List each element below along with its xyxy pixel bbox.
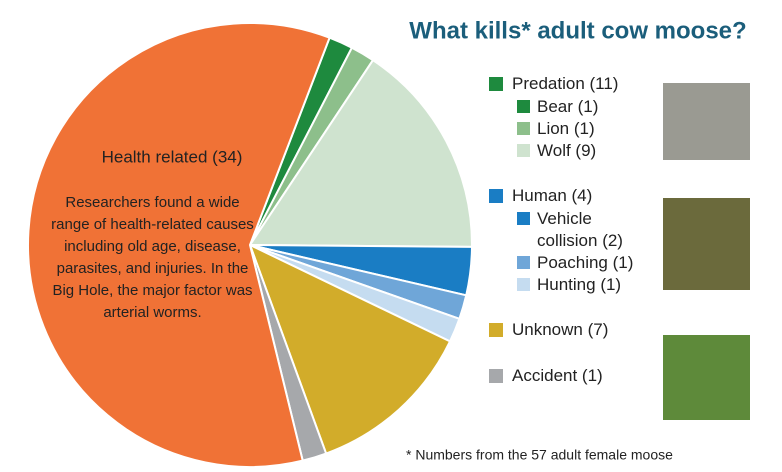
legend-item: Accident (1) bbox=[489, 364, 649, 388]
legend-group: Human (4)Vehicle collision (2)Poaching (… bbox=[489, 184, 649, 296]
legend-subgroup: Bear (1)Lion (1)Wolf (9) bbox=[489, 96, 649, 162]
legend-item: Bear (1) bbox=[517, 96, 649, 118]
legend-subgroup: Vehicle collision (2)Poaching (1)Hunting… bbox=[489, 208, 649, 296]
slice-label: Health related (34) bbox=[102, 147, 243, 166]
legend-item: Lion (1) bbox=[517, 118, 649, 140]
legend-group: Accident (1) bbox=[489, 364, 649, 388]
legend-label: Vehicle collision (2) bbox=[537, 208, 649, 252]
legend-label: Bear (1) bbox=[537, 96, 598, 118]
legend-label: Hunting (1) bbox=[537, 274, 621, 296]
chart-title: What kills* adult cow moose? bbox=[409, 17, 746, 44]
photo bbox=[663, 335, 750, 420]
legend-swatch bbox=[517, 100, 530, 113]
legend-label: Unknown (7) bbox=[512, 318, 608, 342]
legend-label: Accident (1) bbox=[512, 364, 603, 388]
legend-item: Wolf (9) bbox=[517, 140, 649, 162]
legend-swatch bbox=[517, 278, 530, 291]
page: What kills* adult cow moose? Health rela… bbox=[0, 0, 782, 472]
legend-label: Lion (1) bbox=[537, 118, 595, 140]
legend-item: Predation (11) bbox=[489, 72, 649, 96]
legend-swatch bbox=[489, 77, 503, 91]
annotation: Researchers found a wide range of health… bbox=[50, 192, 255, 324]
photo bbox=[663, 198, 750, 290]
legend-item: Poaching (1) bbox=[517, 252, 649, 274]
legend-label: Poaching (1) bbox=[537, 252, 633, 274]
legend-item: Unknown (7) bbox=[489, 318, 649, 342]
footnote: * Numbers from the 57 adult female moose bbox=[406, 447, 673, 463]
legend-label: Human (4) bbox=[512, 184, 592, 208]
legend-swatch bbox=[517, 256, 530, 269]
legend-label: Wolf (9) bbox=[537, 140, 596, 162]
legend: Predation (11)Bear (1)Lion (1)Wolf (9) Hu… bbox=[489, 72, 649, 410]
legend-group: Predation (11)Bear (1)Lion (1)Wolf (9) bbox=[489, 72, 649, 162]
legend-item: Hunting (1) bbox=[517, 274, 649, 296]
legend-swatch bbox=[489, 369, 503, 383]
legend-item: Vehicle collision (2) bbox=[517, 208, 649, 252]
legend-swatch bbox=[489, 323, 503, 337]
legend-label: Predation (11) bbox=[512, 72, 618, 96]
legend-group: Unknown (7) bbox=[489, 318, 649, 342]
legend-swatch bbox=[517, 144, 530, 157]
photo bbox=[663, 83, 750, 160]
legend-swatch bbox=[517, 212, 530, 225]
legend-item: Human (4) bbox=[489, 184, 649, 208]
legend-swatch bbox=[517, 122, 530, 135]
legend-swatch bbox=[489, 189, 503, 203]
